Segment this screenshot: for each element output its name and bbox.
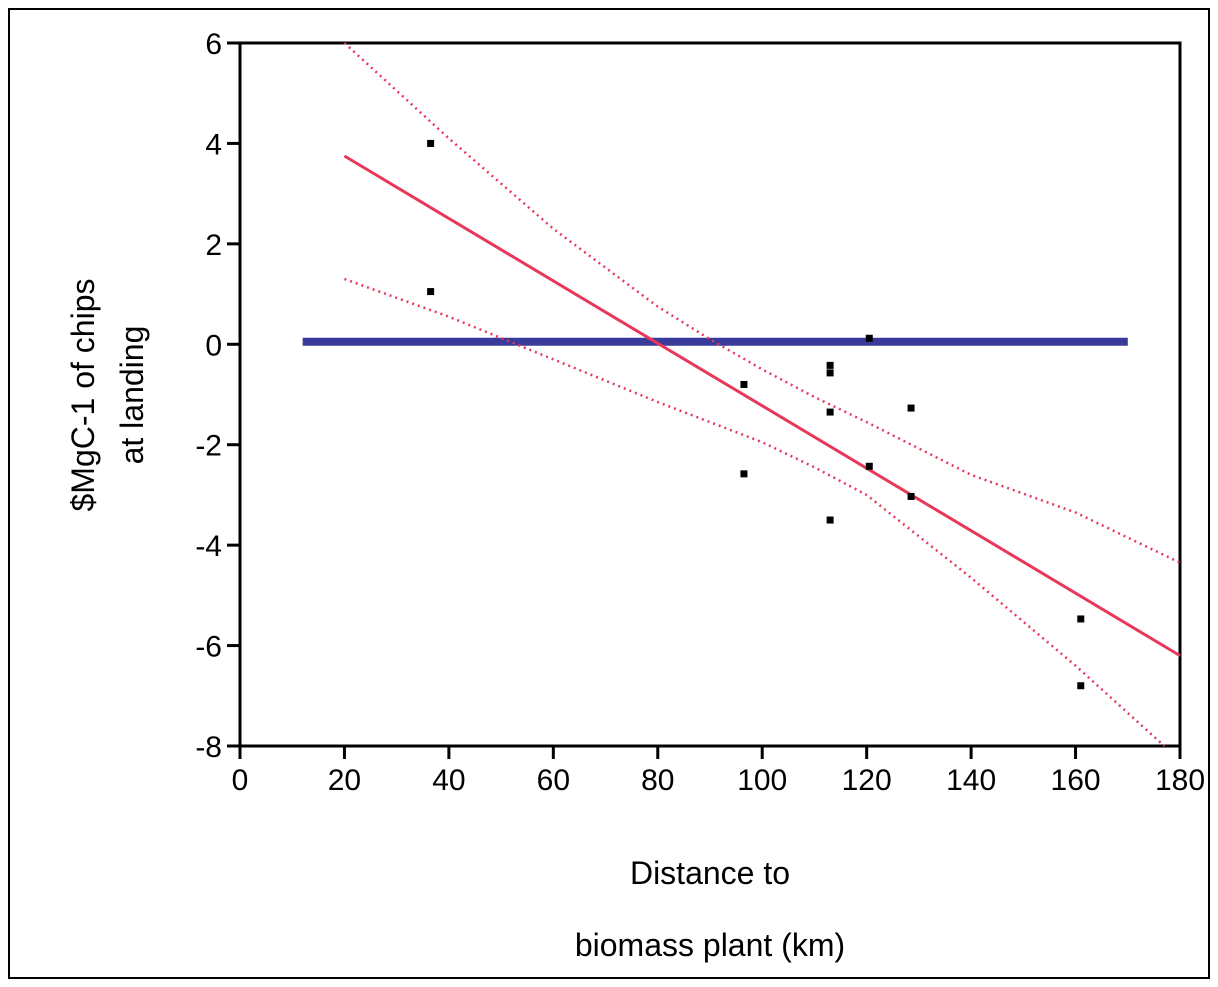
x-tick-label: 80 bbox=[641, 764, 674, 797]
data-point bbox=[907, 404, 915, 412]
fit-line bbox=[343, 154, 1181, 657]
y-axis-title-line-2: at landing bbox=[114, 326, 150, 465]
data-point bbox=[740, 470, 748, 478]
data-point bbox=[740, 380, 748, 388]
y-tick-label: -2 bbox=[195, 430, 222, 463]
axis-titles-group: Distance to biomass plant (km) $MgC-1 of… bbox=[65, 279, 845, 963]
plot-area-border bbox=[238, 41, 1182, 748]
x-tick-label: 0 bbox=[232, 764, 249, 797]
y-tick-label: 2 bbox=[205, 229, 222, 262]
y-tick-label: -8 bbox=[195, 731, 222, 764]
y-tick-label: 6 bbox=[205, 28, 222, 61]
x-tick-label: 40 bbox=[432, 764, 465, 797]
y-tick-label: -4 bbox=[195, 530, 222, 563]
confidence-band-upper bbox=[343, 42, 1181, 564]
x-tick-label: 180 bbox=[1155, 764, 1205, 797]
y-tick-label: 0 bbox=[205, 329, 222, 362]
x-tick-label: 160 bbox=[1051, 764, 1101, 797]
data-point bbox=[427, 139, 435, 147]
y-tick-label: -6 bbox=[195, 631, 222, 664]
x-tick-label: 140 bbox=[946, 764, 996, 797]
fit-line-group bbox=[343, 154, 1181, 657]
data-points-group bbox=[427, 139, 1085, 690]
data-point bbox=[826, 369, 834, 377]
confidence-band-lower bbox=[344, 277, 1166, 747]
axes bbox=[227, 41, 1182, 759]
data-point bbox=[427, 288, 435, 296]
x-tick-label: 120 bbox=[842, 764, 892, 797]
data-point bbox=[826, 516, 834, 524]
y-tick-label: 4 bbox=[205, 128, 222, 161]
x-tick-label: 100 bbox=[737, 764, 787, 797]
data-point bbox=[1077, 615, 1085, 623]
data-point bbox=[826, 361, 834, 369]
data-point bbox=[826, 408, 834, 416]
chart-frame bbox=[8, 8, 1210, 979]
data-point bbox=[865, 334, 873, 342]
data-point bbox=[1077, 682, 1085, 690]
x-tick-label: 60 bbox=[537, 764, 570, 797]
tick-labels-group: 0 20 40 60 80 100 120 140 160 180 -8 -6 -4 -2 0 2 4 6 bbox=[195, 28, 1205, 797]
data-point bbox=[907, 492, 915, 500]
data-point bbox=[865, 462, 873, 470]
confidence-band-group bbox=[343, 42, 1181, 747]
x-axis-title-line-1: Distance to bbox=[630, 855, 790, 891]
x-axis-title-line-2: biomass plant (km) bbox=[575, 927, 845, 963]
y-axis-title-line-1: $MgC-1 of chips bbox=[65, 279, 101, 512]
x-tick-label: 20 bbox=[328, 764, 361, 797]
